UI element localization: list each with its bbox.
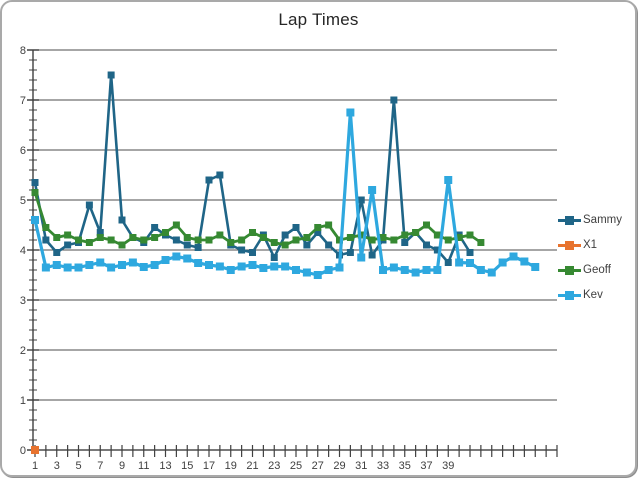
- svg-text:13: 13: [159, 460, 171, 472]
- svg-text:1: 1: [32, 460, 38, 472]
- legend-label: X1: [583, 239, 598, 251]
- legend: Sammy X1 Geoff Kev: [558, 212, 622, 303]
- svg-text:6: 6: [20, 145, 26, 157]
- svg-text:9: 9: [119, 460, 125, 472]
- svg-text:5: 5: [75, 460, 81, 472]
- svg-text:4: 4: [20, 245, 26, 257]
- svg-text:25: 25: [290, 460, 302, 472]
- x1-series-marker-icon: [558, 240, 581, 250]
- svg-text:0: 0: [20, 445, 26, 457]
- svg-text:29: 29: [333, 460, 345, 472]
- sammy-series-marker-icon: [558, 215, 581, 225]
- svg-text:33: 33: [377, 460, 389, 472]
- svg-text:1: 1: [20, 395, 26, 407]
- legend-item-geoff[interactable]: Geoff: [558, 262, 622, 278]
- svg-text:21: 21: [246, 460, 258, 472]
- legend-item-sammy[interactable]: Sammy: [558, 212, 622, 228]
- svg-text:31: 31: [355, 460, 367, 472]
- legend-label: Sammy: [583, 214, 622, 226]
- svg-text:19: 19: [225, 460, 237, 472]
- svg-text:35: 35: [399, 460, 411, 472]
- svg-text:15: 15: [181, 460, 193, 472]
- chart-title[interactable]: Lap Times: [278, 10, 359, 29]
- svg-text:5: 5: [20, 195, 26, 207]
- svg-text:39: 39: [442, 460, 454, 472]
- svg-text:3: 3: [20, 295, 26, 307]
- svg-text:3: 3: [54, 460, 60, 472]
- svg-text:11: 11: [138, 460, 149, 472]
- legend-label: Geoff: [583, 264, 611, 276]
- kev-series-marker-icon: [558, 290, 581, 300]
- svg-text:27: 27: [312, 460, 324, 472]
- svg-text:7: 7: [20, 95, 26, 107]
- svg-text:37: 37: [420, 460, 432, 472]
- geoff-series-marker-icon: [558, 265, 581, 275]
- svg-text:17: 17: [203, 460, 215, 472]
- svg-text:8: 8: [20, 45, 26, 57]
- legend-item-x1[interactable]: X1: [558, 237, 622, 253]
- legend-label: Kev: [583, 289, 603, 301]
- svg-text:7: 7: [97, 460, 103, 472]
- legend-item-kev[interactable]: Kev: [558, 287, 622, 303]
- svg-text:2: 2: [20, 345, 26, 357]
- svg-text:23: 23: [268, 460, 280, 472]
